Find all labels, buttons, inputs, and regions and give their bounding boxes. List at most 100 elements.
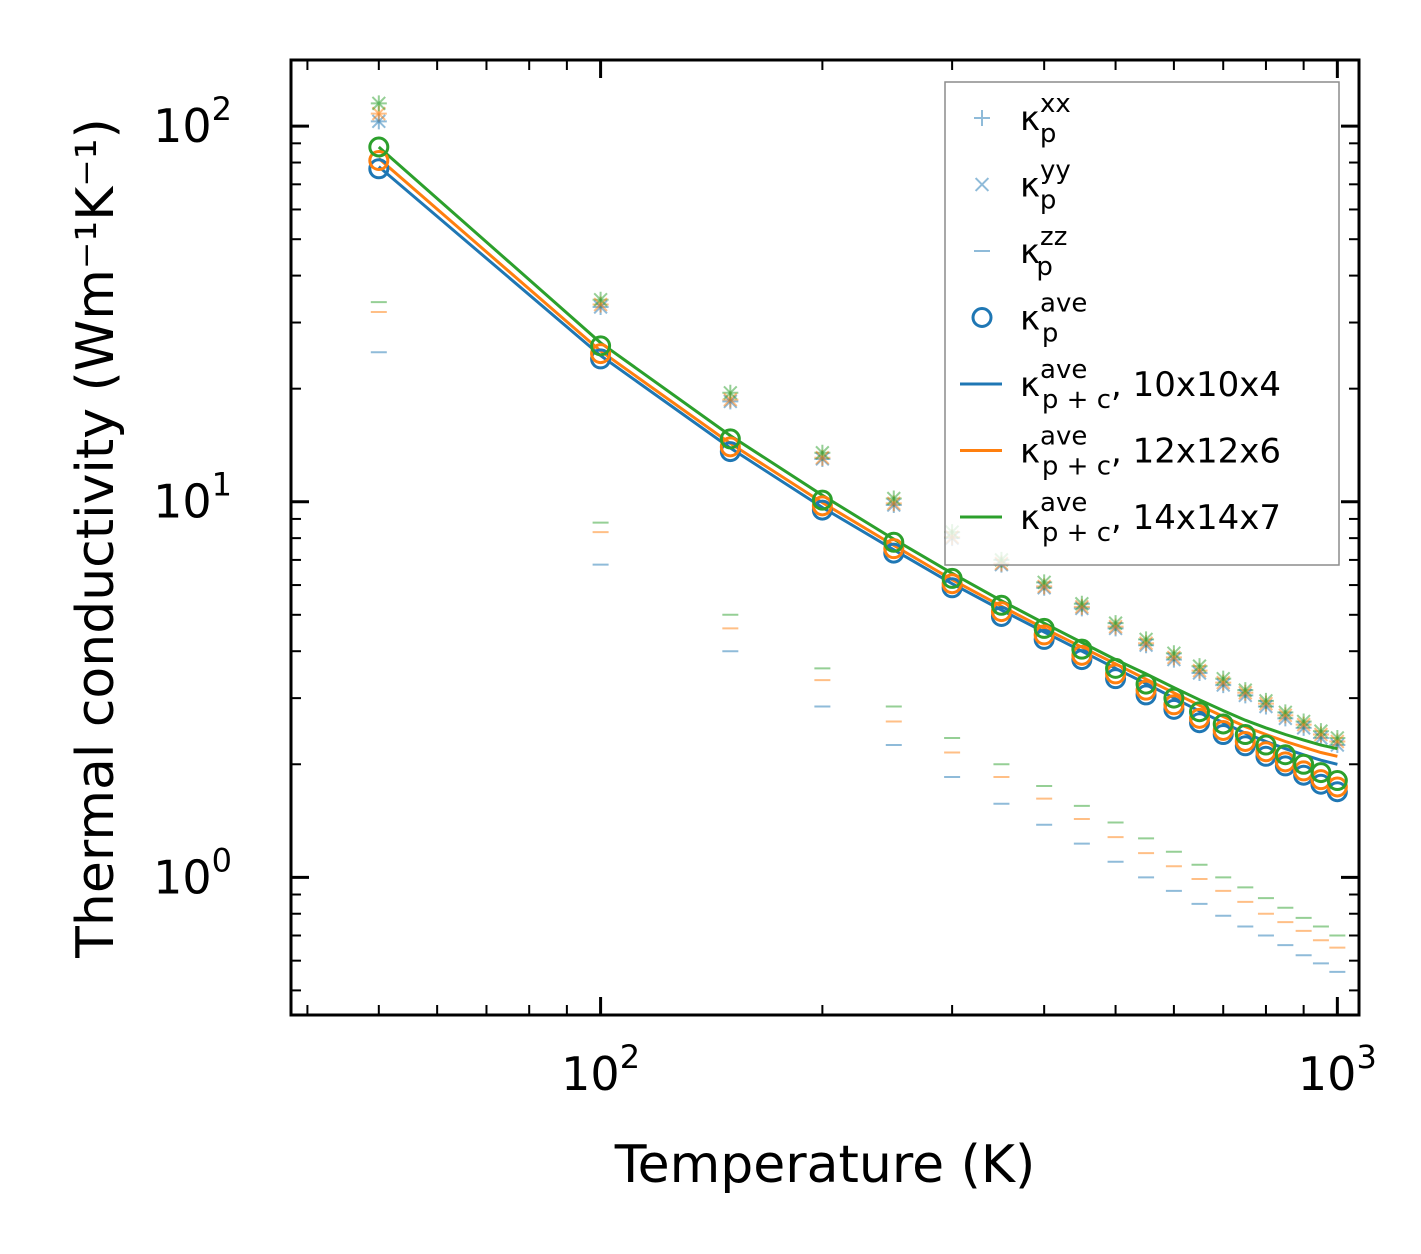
data-point: [1074, 601, 1089, 616]
data-point: [1258, 693, 1274, 708]
legend-marker: [971, 307, 993, 328]
data-point: [1033, 624, 1055, 646]
series-hline-1: [370, 311, 1346, 949]
data-point: [1163, 687, 1185, 709]
data-point: [1071, 644, 1093, 666]
data-point: [1296, 714, 1311, 729]
legend-subscript: p + c: [1042, 452, 1111, 482]
tick-label-base: 10: [153, 99, 212, 153]
legend-label: κave p + c, 14x14x7: [1020, 488, 1281, 548]
data-point: [719, 436, 741, 458]
data-point: [1074, 599, 1089, 614]
data-point: [1108, 616, 1123, 631]
data-point: [723, 392, 738, 407]
legend-suffix: , 12x12x6: [1111, 432, 1281, 472]
data-point: [1238, 688, 1253, 703]
data-point: [1326, 770, 1348, 792]
data-point: [590, 335, 612, 357]
data-point: [1138, 638, 1154, 653]
data-point: [1278, 705, 1293, 720]
series-circle-2: [368, 136, 1348, 792]
data-point: [1296, 717, 1311, 732]
data-point: [1135, 673, 1157, 695]
legend-symbol: κ: [1020, 365, 1040, 405]
legend-entry: κxx p: [974, 89, 1071, 149]
tick-label-exponent: 2: [212, 90, 232, 128]
data-point: [1330, 730, 1345, 746]
data-point: [1138, 636, 1154, 651]
legend-entry: κave p: [971, 289, 1087, 349]
data-point: [941, 567, 963, 589]
legend-superscript: ave: [1040, 422, 1087, 452]
legend-entry: κzz p: [974, 222, 1067, 282]
data-point: [1216, 671, 1231, 686]
series-line-2: [377, 145, 1338, 751]
legend-superscript: yy: [1040, 156, 1071, 186]
data-point: [1330, 737, 1345, 753]
data-point: [719, 428, 741, 450]
data-point: [1278, 711, 1293, 726]
legend-symbol: κ: [1020, 166, 1040, 206]
data-point: [1071, 638, 1093, 660]
tick-label-base: 10: [561, 1047, 620, 1101]
legend-entry: κave p + c, 12x12x6: [960, 422, 1281, 482]
data-point: [883, 538, 905, 560]
data-point: [990, 601, 1012, 623]
y-axis-label: Thermal conductivity (Wm⁻¹K⁻¹): [66, 118, 126, 959]
data-point: [1296, 720, 1311, 735]
x-tick-label: 103: [1298, 1038, 1377, 1101]
x-tick-label: 102: [561, 1038, 640, 1101]
legend-label: κave p + c, 12x12x6: [1020, 422, 1281, 482]
legend-subscript: p: [1036, 252, 1053, 282]
legend-symbol: κ: [1020, 232, 1040, 272]
data-point: [886, 497, 901, 513]
legend-superscript: ave: [1040, 355, 1087, 385]
data-point: [1258, 696, 1274, 711]
data-point: [1330, 734, 1345, 749]
data-point: [886, 491, 901, 506]
data-point: [1313, 724, 1329, 739]
y-tick-label: 102: [153, 90, 232, 153]
legend-label: κyy p: [1020, 156, 1071, 216]
legend-subscript: p + c: [1042, 385, 1111, 415]
data-point: [1166, 646, 1182, 661]
plot-area: [368, 95, 1348, 973]
data-point: [368, 150, 390, 172]
data-point: [1108, 621, 1123, 636]
series-line: [377, 145, 1338, 751]
series-circle-1: [368, 150, 1348, 798]
legend-symbol: κ: [1020, 299, 1040, 339]
legend-subscript: p: [1040, 186, 1057, 216]
legend-label: κxx p: [1020, 89, 1071, 149]
data-point: [1212, 713, 1234, 735]
series-line: [377, 157, 1338, 758]
data-point: [1108, 619, 1123, 634]
data-point: [1192, 663, 1207, 678]
data-point: [1138, 632, 1154, 647]
legend-subscript: p + c: [1042, 518, 1111, 548]
tick-label-base: 10: [153, 475, 212, 529]
legend-symbol: κ: [1020, 432, 1040, 472]
series-x-1: [371, 106, 1345, 749]
data-point: [883, 531, 905, 553]
tick-label-exponent: 1: [212, 466, 232, 504]
data-point: [371, 96, 386, 111]
data-point: [811, 489, 833, 511]
legend-superscript: ave: [1040, 488, 1087, 518]
series-line-1: [377, 157, 1338, 758]
data-point: [1212, 719, 1234, 741]
data-point: [1326, 776, 1348, 798]
data-point: [1313, 730, 1329, 746]
data-point: [1074, 596, 1089, 611]
data-point: [1166, 650, 1182, 665]
legend-superscript: xx: [1040, 89, 1071, 119]
data-point: [723, 385, 738, 400]
data-point: [1037, 575, 1052, 590]
tick-label-base: 10: [153, 850, 212, 904]
data-point: [990, 594, 1012, 616]
data-point: [1216, 677, 1231, 693]
data-point: [1310, 762, 1332, 784]
